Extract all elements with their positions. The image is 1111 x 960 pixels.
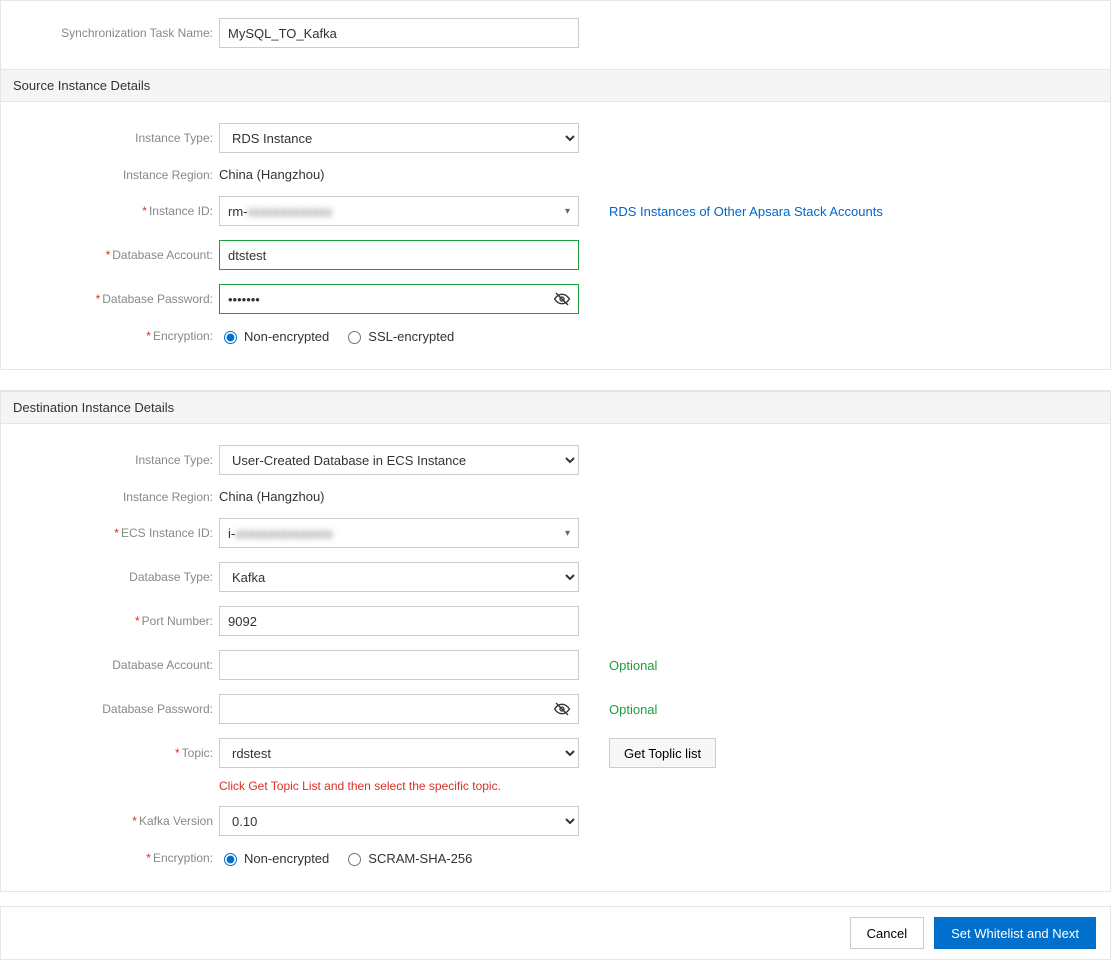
source-instance-region-value: China (Hangzhou) — [219, 167, 325, 182]
dest-ecs-id-combo[interactable]: i-xxxxxxxxxxxxxxx ▾ — [219, 518, 579, 548]
dest-db-account-optional: Optional — [609, 658, 657, 673]
dest-encryption-label: Encryption: — [153, 851, 213, 865]
task-name-input[interactable] — [219, 18, 579, 48]
task-name-row: Synchronization Task Name: — [1, 11, 1110, 55]
dest-port-input[interactable] — [219, 606, 579, 636]
dest-instance-region-label: Instance Region: — [1, 490, 219, 504]
dest-db-password-label: Database Password: — [1, 702, 219, 716]
source-instance-type-label: Instance Type: — [1, 131, 219, 145]
source-db-password-wrap — [219, 284, 579, 314]
dest-db-type-label: Database Type: — [1, 570, 219, 584]
source-encryption-label: Encryption: — [153, 329, 213, 343]
dest-kafka-version-label: Kafka Version — [139, 814, 213, 828]
get-topic-list-button[interactable]: Get Toplic list — [609, 738, 716, 768]
dest-db-password-input[interactable] — [220, 695, 546, 723]
set-whitelist-next-button[interactable]: Set Whitelist and Next — [934, 917, 1096, 949]
source-section-body: Instance Type: RDS Instance Instance Reg… — [1, 102, 1110, 369]
dest-db-type-select[interactable]: Kafka — [219, 562, 579, 592]
source-instance-id-label: Instance ID: — [149, 204, 213, 218]
source-db-password-label: Database Password: — [102, 292, 213, 306]
dest-section-body: Instance Type: User-Created Database in … — [1, 424, 1110, 891]
dest-instance-region-value: China (Hangzhou) — [219, 489, 325, 504]
source-db-password-input[interactable] — [220, 285, 546, 313]
dest-instance-type-select[interactable]: User-Created Database in ECS Instance — [219, 445, 579, 475]
source-section-header: Source Instance Details — [1, 69, 1110, 102]
source-db-account-label: Database Account: — [112, 248, 213, 262]
dest-encryption-non[interactable]: Non-encrypted — [219, 850, 329, 866]
footer-bar: Cancel Set Whitelist and Next — [0, 906, 1111, 960]
form-panel: Synchronization Task Name: Source Instan… — [0, 0, 1111, 370]
chevron-down-icon: ▾ — [565, 528, 570, 539]
source-instance-region-label: Instance Region: — [1, 168, 219, 182]
source-db-account-input[interactable] — [219, 240, 579, 270]
cancel-button[interactable]: Cancel — [850, 917, 924, 949]
source-encryption-ssl[interactable]: SSL-encrypted — [343, 328, 454, 344]
source-instance-type-select[interactable]: RDS Instance — [219, 123, 579, 153]
dest-db-account-input[interactable] — [219, 650, 579, 680]
source-encryption-radios: Non-encrypted SSL-encrypted — [219, 328, 454, 344]
dest-instance-type-label: Instance Type: — [1, 453, 219, 467]
dest-db-password-optional: Optional — [609, 702, 657, 717]
dest-topic-select[interactable]: rdstest — [219, 738, 579, 768]
dest-kafka-version-select[interactable]: 0.10 — [219, 806, 579, 836]
dest-encryption-radios: Non-encrypted SCRAM-SHA-256 — [219, 850, 472, 866]
source-instance-id-combo[interactable]: rm-xxxxxxxxxxxxx ▾ — [219, 196, 579, 226]
dest-encryption-scram[interactable]: SCRAM-SHA-256 — [343, 850, 472, 866]
dest-panel: Destination Instance Details Instance Ty… — [0, 390, 1111, 892]
dest-section-header: Destination Instance Details — [1, 391, 1110, 424]
rds-other-accounts-link[interactable]: RDS Instances of Other Apsara Stack Acco… — [609, 204, 883, 219]
dest-port-label: Port Number: — [142, 614, 213, 628]
dest-db-password-wrap — [219, 694, 579, 724]
eye-icon[interactable] — [546, 291, 578, 307]
dest-topic-hint: Click Get Topic List and then select the… — [219, 779, 1110, 793]
dest-db-account-label: Database Account: — [1, 658, 219, 672]
dest-ecs-id-label: ECS Instance ID: — [121, 526, 213, 540]
source-encryption-non[interactable]: Non-encrypted — [219, 328, 329, 344]
eye-icon[interactable] — [546, 701, 578, 717]
chevron-down-icon: ▾ — [565, 206, 570, 217]
dest-topic-label: Topic: — [182, 746, 213, 760]
task-name-label: Synchronization Task Name: — [1, 26, 219, 40]
